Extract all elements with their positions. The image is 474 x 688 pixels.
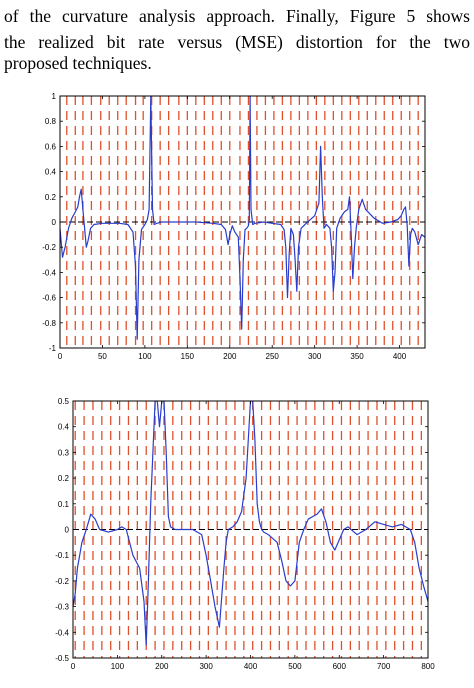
chart2-x-tick-label-0: 0 bbox=[71, 662, 76, 671]
chart1-x-tick-label-4: 200 bbox=[223, 352, 237, 361]
chart2-x-tick-label-4: 400 bbox=[244, 662, 258, 671]
chart1-y-tick-label-10: 1 bbox=[52, 92, 57, 101]
chart1-x-tick-label-7: 350 bbox=[350, 352, 364, 361]
chart1-x-tick-label-8: 400 bbox=[393, 352, 407, 361]
chart1-y-tick-label-1: -0.8 bbox=[42, 319, 56, 328]
chart2-x-tick-label-8: 800 bbox=[421, 662, 435, 671]
chart2-y-tick-label-0: -0.5 bbox=[55, 654, 69, 663]
chart1-y-tick-label-8: 0.6 bbox=[45, 142, 57, 151]
chart2-y-tick-label-6: 0.1 bbox=[58, 500, 70, 509]
chart2-y-tick-label-7: 0.2 bbox=[58, 474, 70, 483]
chart1-x-tick-label-0: 0 bbox=[58, 352, 63, 361]
chart-bottom: 0 100 200 300 400 500 600 700 800 -0.5 -0.4 -0.3 -0.… bbox=[55, 397, 435, 671]
chart2-x-tick-label-7: 700 bbox=[377, 662, 391, 671]
chart1-y-tick-label-6: 0.2 bbox=[45, 193, 57, 202]
text-line-2: the realized bit rate versus (MSE) disto… bbox=[4, 32, 470, 52]
chart2-series-line-0 bbox=[73, 401, 428, 646]
chart2-y-tick-label-9: 0.4 bbox=[58, 423, 70, 432]
chart1-y-tick-label-5: 0 bbox=[52, 218, 57, 227]
chart2-y-tick-label-4: -0.1 bbox=[55, 551, 69, 560]
chart2-x-tick-label-3: 300 bbox=[199, 662, 213, 671]
chart2-y-tick-label-1: -0.4 bbox=[55, 628, 69, 637]
chart1-series-line-0 bbox=[60, 96, 425, 340]
chart1-y-tick-label-2: -0.6 bbox=[42, 294, 56, 303]
chart1-x-tick-label-6: 300 bbox=[308, 352, 322, 361]
chart1-y-tick-label-7: 0.4 bbox=[45, 168, 57, 177]
chart1-x-tick-label-1: 50 bbox=[98, 352, 107, 361]
chart2-y-tick-label-10: 0.5 bbox=[58, 397, 70, 406]
chart1-y-tick-label-4: -0.2 bbox=[42, 243, 56, 252]
chart1-x-tick-label-2: 100 bbox=[138, 352, 152, 361]
chart2-y-tick-label-5: 0 bbox=[65, 526, 70, 535]
chart1-y-tick-label-9: 0.8 bbox=[45, 117, 57, 126]
chart1-y-tick-label-0: -1 bbox=[49, 344, 57, 353]
chart2-y-tick-label-2: -0.3 bbox=[55, 603, 69, 612]
chart2-x-tick-label-5: 500 bbox=[288, 662, 302, 671]
chart-top: 0 50 100 150 200 250 300 350 400 -1 -0.8 -0.6 -0.4 -0… bbox=[42, 92, 426, 361]
chart2-x-tick-label-1: 100 bbox=[111, 662, 125, 671]
chart1-x-tick-label-5: 250 bbox=[266, 352, 280, 361]
chart2-x-tick-label-6: 600 bbox=[333, 662, 347, 671]
chart1-y-tick-label-3: -0.4 bbox=[42, 268, 56, 277]
chart2-y-tick-label-8: 0.3 bbox=[58, 448, 70, 457]
text-line-1: of the curvature analysis approach. Fina… bbox=[4, 6, 470, 26]
chart1-x-tick-label-3: 150 bbox=[181, 352, 195, 361]
chart2-x-tick-label-2: 200 bbox=[155, 662, 169, 671]
chart2-y-tick-label-3: -0.2 bbox=[55, 577, 69, 586]
text-line-3: proposed techniques. bbox=[4, 53, 152, 73]
